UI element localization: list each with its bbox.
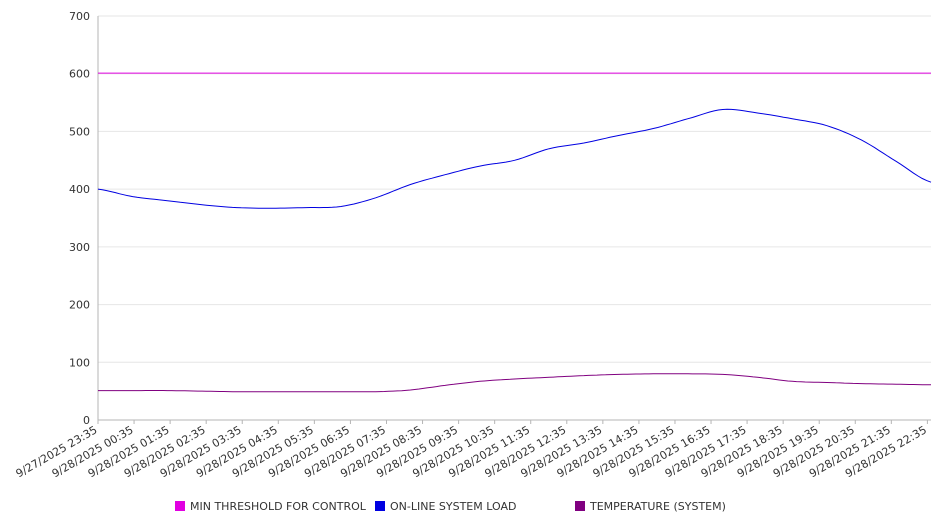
y-tick-label: 700 — [69, 10, 90, 23]
legend-item-system-load: ON-LINE SYSTEM LOAD — [375, 497, 516, 515]
legend: MIN THRESHOLD FOR CONTROL ON-LINE SYSTEM… — [0, 497, 946, 515]
gridlines — [98, 15, 931, 363]
legend-item-temperature: TEMPERATURE (SYSTEM) — [575, 497, 726, 515]
y-tick-label: 400 — [69, 183, 90, 196]
series-line-on-line-system-load — [97, 108, 932, 209]
x-axis: 9/27/2025 23:359/28/2025 00:359/28/2025 … — [14, 419, 931, 480]
y-tick-label: 0 — [83, 414, 90, 427]
y-tick-label: 100 — [69, 356, 90, 369]
y-axis: 0 100 200 300 400 500 600 700 — [69, 10, 99, 427]
y-tick-label: 300 — [69, 241, 90, 254]
legend-label-temperature: TEMPERATURE (SYSTEM) — [590, 499, 726, 513]
legend-swatch-temperature — [575, 501, 585, 511]
legend-swatch-min-threshold — [175, 501, 185, 511]
legend-item-min-threshold: MIN THRESHOLD FOR CONTROL — [175, 497, 366, 515]
y-tick-label: 200 — [69, 299, 90, 312]
legend-label-system-load: ON-LINE SYSTEM LOAD — [390, 499, 517, 513]
legend-label-min-threshold: MIN THRESHOLD FOR CONTROL — [190, 499, 366, 513]
y-tick-label: 600 — [69, 68, 90, 81]
legend-swatch-system-load — [375, 501, 385, 511]
series-lines — [97, 72, 932, 393]
y-tick-label: 500 — [69, 125, 90, 138]
series-line-temperature-system — [98, 373, 932, 393]
